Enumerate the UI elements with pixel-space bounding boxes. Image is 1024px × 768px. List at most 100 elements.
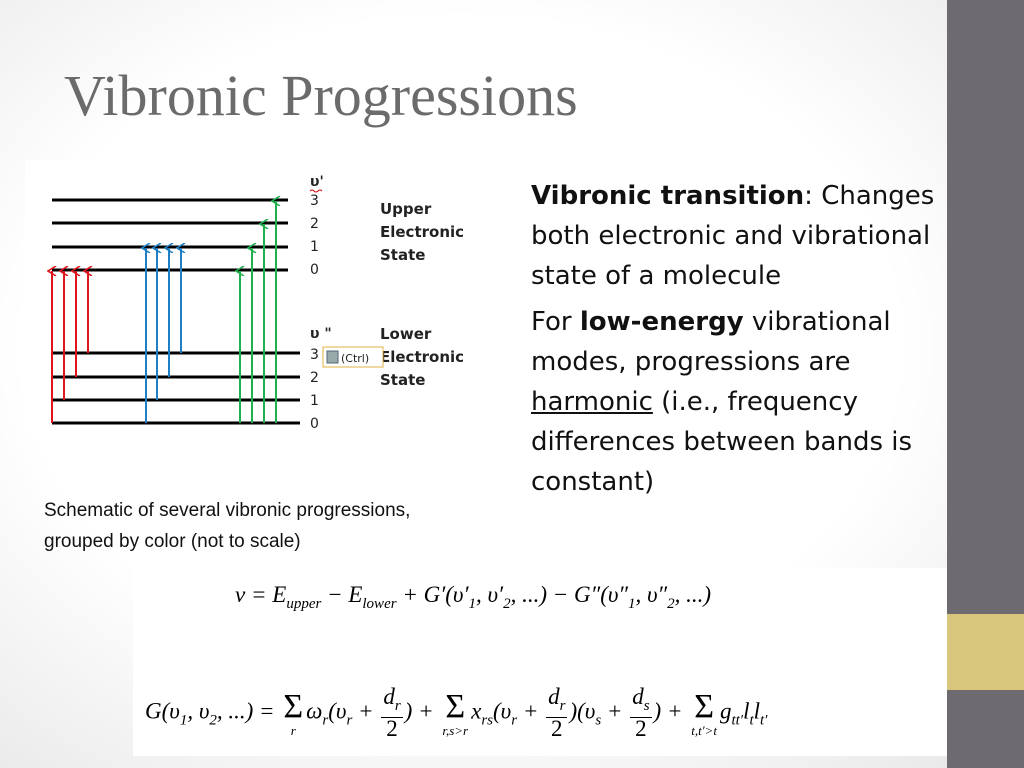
bullet-list: Vibronic transition: Changes both electr… bbox=[531, 176, 943, 502]
diagram-label: 2 bbox=[310, 216, 319, 232]
squiggle bbox=[309, 189, 323, 193]
energy-diagram: υ' 3 2 1 0 υ " 3 2 1 0 Upper Electronic State Lower El… bbox=[25, 160, 490, 432]
diagram-background bbox=[25, 160, 490, 432]
diagram-label: 2 bbox=[310, 370, 319, 386]
diagram-label: υ' bbox=[310, 174, 324, 190]
eq-text: , υ″ bbox=[635, 582, 668, 607]
numerator: dr bbox=[381, 684, 403, 718]
eq-text: − E bbox=[321, 582, 363, 607]
diagram-label: Electronic bbox=[380, 223, 464, 241]
diagram-label: 3 bbox=[310, 193, 319, 209]
sum-index: t,t′>t bbox=[691, 722, 717, 738]
bullet: Vibronic transition: Changes both electr… bbox=[531, 176, 943, 296]
eq-text: t bbox=[749, 712, 754, 729]
fraction: dr 2 bbox=[381, 684, 403, 741]
diagram-label: 0 bbox=[310, 262, 319, 278]
eq-text: 1 bbox=[628, 596, 636, 612]
eq-text: , υ bbox=[187, 698, 210, 724]
bullet-text: vibrational modes, progressions are bbox=[531, 307, 891, 377]
diagram-label: Electronic bbox=[380, 348, 464, 366]
eq-text: G(υ bbox=[145, 698, 180, 724]
numerator: dr bbox=[546, 684, 568, 718]
diagram-label: State bbox=[380, 246, 425, 264]
caption: Schematic of several vibronic progressio… bbox=[44, 495, 410, 557]
bullet-text: harmonic bbox=[531, 387, 653, 417]
diagram-label: 1 bbox=[310, 393, 319, 409]
diagram-label: (Ctrl) bbox=[341, 352, 369, 365]
diagram-label: Upper bbox=[380, 200, 432, 218]
eq-text: l bbox=[743, 698, 750, 724]
eq-text: upper bbox=[286, 596, 322, 612]
diagram-label: 1 bbox=[310, 239, 319, 255]
eq-text: 2 bbox=[667, 596, 675, 612]
eq-text: = bbox=[245, 582, 273, 607]
diagram-label: υ " bbox=[310, 326, 332, 342]
diagram-label: 0 bbox=[310, 416, 319, 432]
numerator: ds bbox=[630, 684, 652, 718]
eq-text: rs bbox=[481, 712, 494, 729]
eq-text: ν bbox=[235, 582, 246, 607]
eq-text: 1 bbox=[179, 712, 188, 729]
bullet-text: Vibronic transition bbox=[531, 181, 805, 211]
eq-text: )(υ bbox=[569, 698, 596, 724]
equation: ν = Eupper − Elower + G′(υ′1, υ′2, ...) … bbox=[235, 582, 711, 613]
denominator: 2 bbox=[551, 716, 563, 741]
fraction: dr 2 bbox=[546, 684, 568, 741]
denominator: 2 bbox=[386, 716, 398, 741]
equation-box: ν = Eupper − Elower + G′(υ′1, υ′2, ...) … bbox=[133, 568, 947, 756]
eq-text: ) + bbox=[404, 698, 440, 724]
accent-block bbox=[947, 614, 1024, 690]
num-sub: r bbox=[394, 698, 401, 714]
eq-text: ) + bbox=[653, 698, 689, 724]
eq-text: + bbox=[352, 698, 380, 724]
num-sub: r bbox=[559, 698, 566, 714]
eq-text: , υ′ bbox=[475, 582, 504, 607]
eq-text: tt′ bbox=[731, 712, 744, 729]
bullet-text: : Changes both electronic and vibrationa… bbox=[531, 181, 935, 291]
num-text: d bbox=[383, 684, 395, 709]
eq-text: + bbox=[517, 698, 545, 724]
diagram-label: 3 bbox=[310, 347, 319, 363]
fraction: ds 2 bbox=[630, 684, 652, 741]
bullet-text: low-energy bbox=[579, 307, 744, 337]
eq-text: g bbox=[719, 698, 732, 724]
eq-text: r bbox=[511, 712, 518, 729]
diagram-label: State bbox=[380, 371, 425, 389]
slide-title: Vibronic Progressions bbox=[64, 63, 578, 128]
eq-text: E bbox=[272, 582, 287, 607]
sum-sign: Σ bbox=[694, 687, 714, 725]
sum-index: r bbox=[290, 722, 296, 738]
eq-text: lower bbox=[362, 596, 397, 612]
sum-sign: Σ bbox=[445, 687, 466, 725]
eq-text: x bbox=[471, 698, 482, 724]
num-text: d bbox=[548, 684, 560, 709]
sum-sign: Σ bbox=[283, 687, 304, 725]
eq-text: s bbox=[595, 712, 602, 729]
eq-text: ω bbox=[306, 698, 323, 724]
eq-text: r bbox=[322, 712, 329, 729]
paste-icon bbox=[326, 350, 339, 364]
caption-line: Schematic of several vibronic progressio… bbox=[44, 500, 411, 521]
eq-text: 2 bbox=[503, 596, 511, 612]
denominator: 2 bbox=[635, 716, 647, 741]
eq-text: , ...) − G″(υ″ bbox=[510, 582, 628, 607]
bullet-text: For bbox=[531, 307, 580, 337]
diagram-label: Lower bbox=[380, 325, 432, 343]
eq-text: 2 bbox=[209, 712, 217, 729]
eq-text: r bbox=[346, 712, 353, 729]
num-text: d bbox=[632, 684, 644, 709]
eq-text: (υ bbox=[328, 698, 347, 724]
eq-text: , ...) = bbox=[216, 698, 281, 724]
eq-text: l bbox=[753, 698, 761, 724]
eq-text: , ...) bbox=[674, 582, 712, 607]
eq-text: + bbox=[601, 698, 629, 724]
bullet: For low-energy vibrational modes, progre… bbox=[531, 302, 943, 502]
bullet-text: (i.e., frequency differences between ban… bbox=[531, 387, 913, 497]
eq-text: t′ bbox=[760, 712, 768, 729]
caption-line: grouped by color (not to scale) bbox=[44, 531, 301, 552]
